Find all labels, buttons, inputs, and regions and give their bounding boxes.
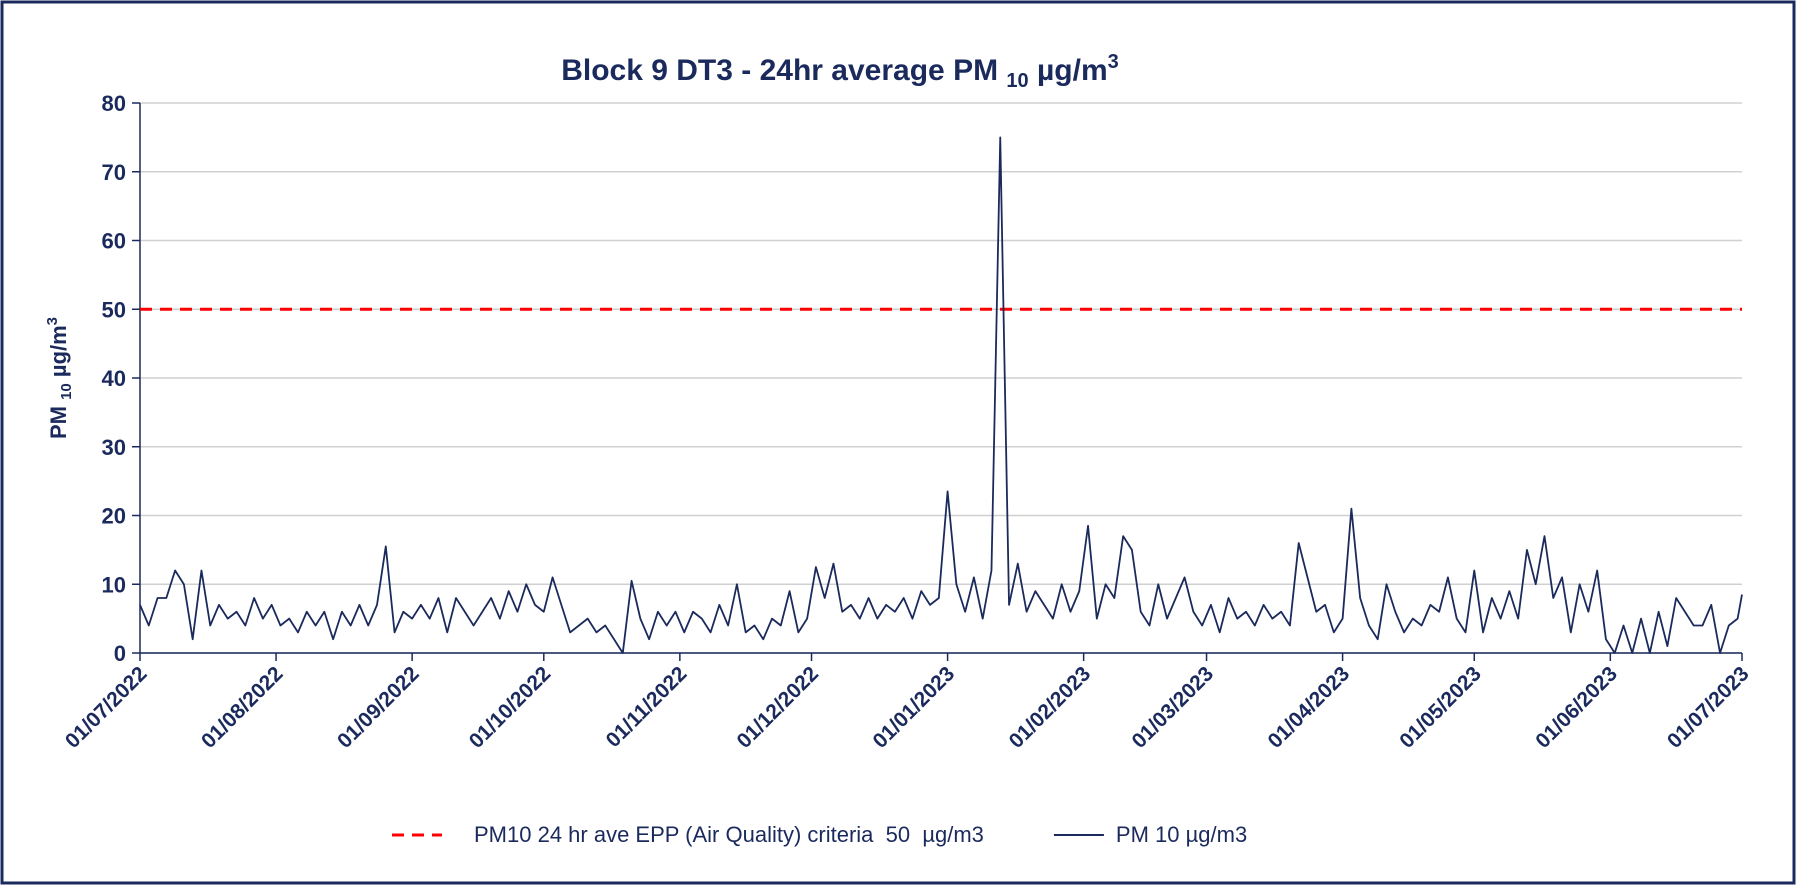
y-tick-label: 50 (102, 297, 126, 322)
legend-label: PM 10 µg/m3 (1116, 822, 1247, 847)
y-tick-label: 0 (114, 641, 126, 666)
y-tick-label: 10 (102, 572, 126, 597)
data-line (139, 136, 1743, 654)
legend-label: PM10 24 hr ave EPP (Air Quality) criteri… (474, 822, 984, 847)
y-axis-label: PM 10 µg/m3 (44, 317, 76, 439)
y-tick-label: 80 (102, 91, 126, 116)
title-sub: 10 (1006, 70, 1028, 92)
y-label-sup: 3 (44, 317, 61, 325)
chart-title: Block 9 DT3 - 24hr average PM 10 µg/m3 (561, 51, 1119, 94)
title-main: Block 9 DT3 - 24hr average PM (561, 54, 998, 87)
y-tick-label: 60 (102, 229, 126, 254)
title-unit: µg/m (1037, 54, 1108, 87)
y-label-sub: 10 (58, 383, 75, 400)
y-tick-label: 70 (102, 160, 126, 185)
title-sup: 3 (1108, 51, 1119, 73)
y-tick-label: 40 (102, 366, 126, 391)
y-tick-label: 30 (102, 435, 126, 460)
y-label-unit: µg/m (46, 325, 71, 377)
y-label-main: PM (46, 406, 71, 439)
y-tick-label: 20 (102, 504, 126, 529)
